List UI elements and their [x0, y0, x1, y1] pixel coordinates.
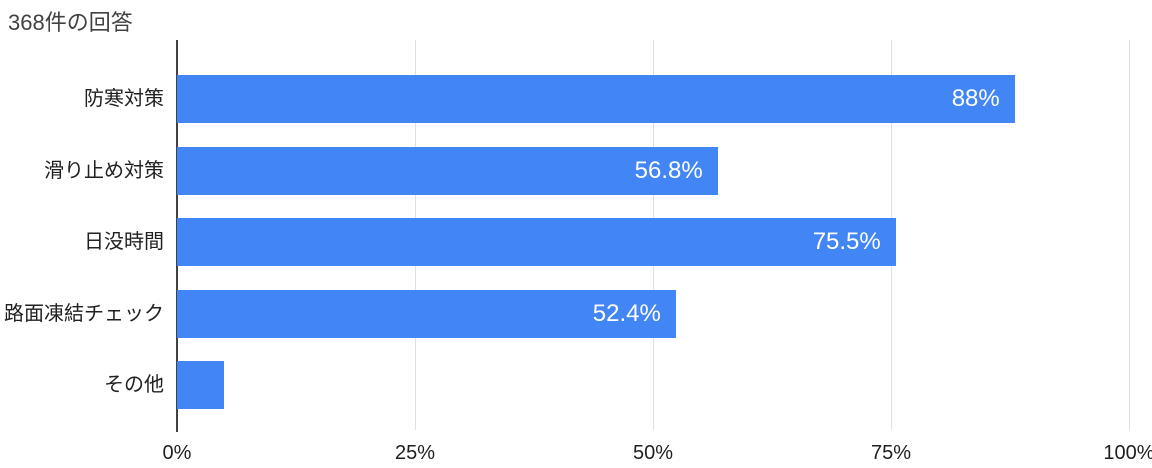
gridline — [1129, 40, 1130, 430]
bar[interactable]: 75.5% — [177, 218, 896, 266]
category-label: その他 — [104, 374, 164, 396]
bar[interactable] — [177, 361, 224, 409]
category-label: 日没時間 — [84, 231, 164, 253]
x-tick-label: 25% — [394, 442, 436, 464]
x-tick-label: 0% — [162, 442, 192, 464]
category-label: 路面凍結チェック — [4, 302, 164, 325]
bar-value-label: 52.4% — [592, 299, 661, 327]
bar[interactable]: 88% — [177, 75, 1015, 123]
bar-value-label: 56.8% — [634, 156, 703, 184]
x-tick-label: 75% — [870, 442, 912, 464]
bar-value-label: 75.5% — [812, 228, 881, 255]
plot-area: 0% 25% 50% 75% 100% 防寒対策 88% 滑り止め対策 56.8% 日没時間 75.… — [4, 40, 1152, 464]
bar-value-label: 88% — [951, 85, 1000, 112]
x-tick-label: 50% — [632, 442, 674, 464]
bar[interactable]: 52.4% — [177, 289, 676, 338]
bar[interactable]: 56.8% — [177, 146, 718, 195]
x-tick-label: 100% — [1103, 442, 1152, 464]
category-label: 防寒対策 — [84, 88, 164, 110]
category-label: 滑り止め対策 — [44, 159, 164, 182]
chart-title: 368件の回答 — [8, 10, 133, 35]
